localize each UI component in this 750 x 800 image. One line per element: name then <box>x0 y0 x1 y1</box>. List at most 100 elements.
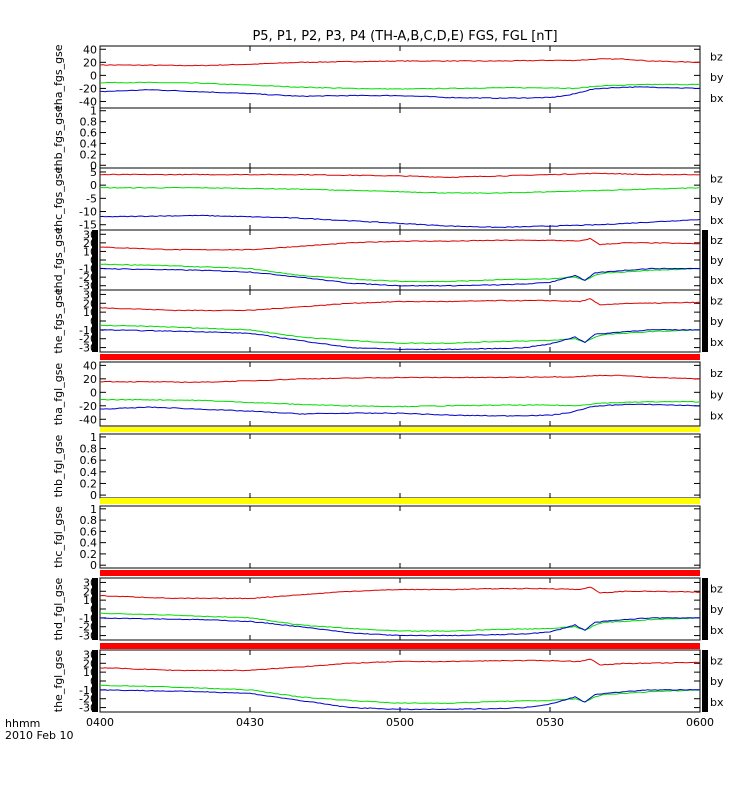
coverage-bar-left <box>92 290 98 352</box>
y-tick-label: 0 <box>90 159 97 172</box>
legend-by: by <box>710 254 724 267</box>
series-bz-line <box>99 172 701 179</box>
series-by-line <box>99 81 701 90</box>
separator-bar-yellow <box>100 427 700 432</box>
separator-bar-red <box>100 643 700 649</box>
y-tick-label: 0.4 <box>80 537 98 550</box>
separator-bar-yellow <box>100 498 700 504</box>
series-bz-line <box>99 58 701 67</box>
legend-bx: bx <box>710 410 724 423</box>
legend-bz: bz <box>710 234 723 247</box>
y-tick-label: 0.6 <box>80 525 98 538</box>
legend-bx: bx <box>710 336 724 349</box>
series-bx-line <box>99 214 701 229</box>
separator-bar-red <box>100 570 700 576</box>
panel-8: 10.80.60.40.20 thc_fgl_gse <box>52 503 701 572</box>
coverage-bar-right <box>702 290 708 352</box>
separator-bars <box>100 354 700 649</box>
series-bz-line <box>99 298 701 312</box>
y-tick-label: 0 <box>90 559 97 572</box>
y-tick-label: 0.2 <box>80 548 98 561</box>
y-tick-label: 40 <box>83 359 97 372</box>
y-tick-label: 0.6 <box>80 454 98 467</box>
legend-bz: bz <box>710 172 723 185</box>
y-tick-label: -20 <box>79 82 97 95</box>
y-tick-label: 0.8 <box>80 116 98 129</box>
x-tick-label: 0430 <box>236 716 264 729</box>
y-axis-label: thb_fgs_gse <box>52 105 65 171</box>
y-tick-label: 1 <box>90 105 97 118</box>
panel-7: 10.80.60.40.20 thb_fgl_gse <box>52 431 701 502</box>
legend-by: by <box>710 193 724 206</box>
series-bx-line <box>100 267 700 287</box>
panel-frame <box>99 361 701 427</box>
y-axis-label: thd_fgl_gse <box>52 577 65 640</box>
y-tick-label: 20 <box>83 56 97 69</box>
series-bz-line <box>99 586 701 600</box>
panel-frame <box>99 505 701 569</box>
y-tick-label: 1 <box>90 503 97 516</box>
series-bz-line <box>99 658 700 672</box>
legend-bz: bz <box>710 294 723 307</box>
y-tick-label: -20 <box>79 400 97 413</box>
legend-bx: bx <box>710 274 724 287</box>
series-by-line <box>99 263 701 283</box>
legend-bx: bx <box>710 624 724 637</box>
legend-bz: bz <box>710 654 723 667</box>
y-axis-label: the_fgl_gse <box>52 650 65 713</box>
legend-bx: bx <box>710 92 724 105</box>
legend-by: by <box>710 71 724 84</box>
series-bx-line <box>100 86 701 100</box>
legend-bz: bz <box>710 50 723 63</box>
series-by-line <box>99 684 701 705</box>
x-tick-label: 0600 <box>686 716 714 729</box>
panel-frame <box>99 167 701 231</box>
panel-frame <box>99 107 701 169</box>
y-tick-label: 0.8 <box>80 514 98 527</box>
legend-by: by <box>710 315 724 328</box>
y-tick-label: 0.8 <box>80 443 98 456</box>
panel-3: 50-5-10-15 thc_fgs_gse bz by bx <box>52 166 724 232</box>
y-axis-label: thb_fgl_gse <box>52 434 65 497</box>
y-axis-label: the_fgs_gse <box>52 288 65 353</box>
coverage-bar-left <box>92 650 98 712</box>
y-axis-label: thc_fgl_gse <box>52 506 65 568</box>
separator-bar-red <box>100 354 700 360</box>
x-corner-label-units: hhmm <box>5 717 40 730</box>
y-tick-label: -5 <box>86 192 97 205</box>
y-tick-label: 0.4 <box>80 466 98 479</box>
y-tick-label: 0 <box>90 386 97 399</box>
y-tick-label: -15 <box>79 219 97 232</box>
y-tick-label: 1 <box>90 431 97 444</box>
x-axis: 0400 0430 0500 0530 0600 <box>86 716 714 729</box>
legend-bx: bx <box>710 696 724 709</box>
y-axis-label: tha_fgl_gse <box>52 363 65 426</box>
coverage-bar-right <box>702 578 708 640</box>
x-tick-label: 0500 <box>386 716 414 729</box>
panel-2: 10.80.60.40.20 thb_fgs_gse <box>52 105 701 172</box>
y-tick-label: -10 <box>79 206 97 219</box>
series-bx-line <box>100 617 700 637</box>
coverage-bar-left <box>92 578 98 640</box>
legend-bz: bz <box>710 367 723 380</box>
x-tick-label: 0400 <box>86 716 114 729</box>
chart-title: P5, P1, P2, P3, P4 (TH-A,B,C,D,E) FGS, F… <box>252 29 557 44</box>
y-tick-label: 5 <box>90 166 97 179</box>
x-tick-label: 0530 <box>536 716 564 729</box>
series-by-line <box>99 186 701 194</box>
series-bx-line <box>99 328 700 351</box>
series-bx-line <box>99 688 701 711</box>
y-tick-label: 0.6 <box>80 127 98 140</box>
panel-frame <box>99 45 701 109</box>
panel-frame <box>99 433 701 499</box>
y-tick-label: 0.4 <box>80 137 98 150</box>
x-corner-label-date: 2010 Feb 10 <box>5 729 73 742</box>
